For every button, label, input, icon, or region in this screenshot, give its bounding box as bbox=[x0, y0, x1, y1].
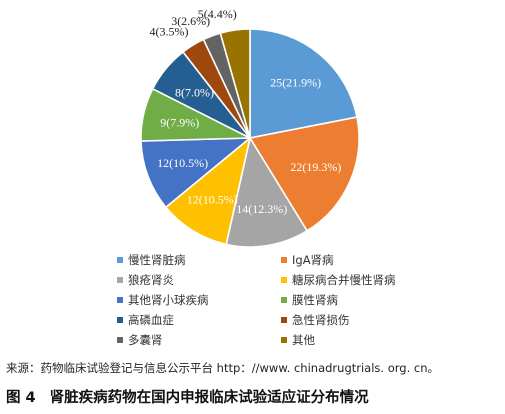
legend-swatch-7 bbox=[117, 317, 123, 323]
legend-swatch-10 bbox=[281, 337, 287, 343]
pie-slice-labels: 25(21.9%)22(19.3%)14(12.3%)12(10.5%)12(1… bbox=[150, 7, 342, 216]
figure-caption: 图 4 肾脏疾病药物在国内申报临床试验适应证分布情况 bbox=[6, 386, 505, 407]
legend-label-6: 膜性肾病 bbox=[292, 293, 338, 307]
legend-swatch-6 bbox=[281, 297, 287, 303]
pie-slice-4 bbox=[164, 135, 252, 246]
slice-label-1: 25(21.9%) bbox=[270, 76, 321, 90]
pie-slice-1 bbox=[249, 28, 358, 139]
legend-swatch-3 bbox=[117, 277, 123, 283]
slice-label-10: 5(4.4%) bbox=[198, 7, 237, 21]
legend-swatch-1 bbox=[117, 257, 123, 263]
pie-slice-5 bbox=[140, 137, 253, 209]
slice-label-9: 3(2.6%) bbox=[171, 14, 210, 28]
source-note: 来源：药物临床试验登记与信息公示平台 http：//www. chinadrug… bbox=[6, 361, 439, 375]
legend-label-2: IgA肾病 bbox=[292, 253, 334, 267]
legend-label-7: 高磷血症 bbox=[128, 313, 174, 327]
slice-label-8: 4(3.5%) bbox=[150, 25, 189, 39]
pie-slice-2 bbox=[248, 116, 360, 232]
slice-label-2: 22(19.3%) bbox=[290, 160, 341, 174]
legend-label-5: 其他肾小球疾病 bbox=[128, 293, 209, 307]
legend-swatch-9 bbox=[117, 337, 123, 343]
figure-title: 肾脏疾病药物在国内申报临床试验适应证分布情况 bbox=[49, 390, 369, 406]
pie-slices bbox=[140, 28, 360, 248]
pie-chart: 25(21.9%)22(19.3%)14(12.3%)12(10.5%)12(1… bbox=[117, 7, 396, 347]
legend-label-3: 狼疮肾炎 bbox=[128, 273, 174, 287]
slice-label-7: 8(7.0%) bbox=[175, 85, 214, 99]
legend-label-10: 其他 bbox=[292, 333, 315, 347]
legend-swatch-2 bbox=[281, 257, 287, 263]
legend-swatch-5 bbox=[117, 297, 123, 303]
legend-label-1: 慢性肾脏病 bbox=[128, 253, 186, 267]
legend-swatch-4 bbox=[281, 277, 287, 283]
slice-label-6: 9(7.9%) bbox=[160, 115, 199, 129]
slice-label-3: 14(12.3%) bbox=[236, 202, 287, 216]
legend-label-8: 急性肾损伤 bbox=[292, 313, 350, 327]
slice-label-4: 12(10.5%) bbox=[187, 192, 238, 206]
pie-slice-3 bbox=[225, 135, 309, 248]
legend-label-4: 糖尿病合并慢性肾病 bbox=[292, 273, 396, 287]
legend-swatch-8 bbox=[281, 317, 287, 323]
slice-label-5: 12(10.5%) bbox=[157, 156, 208, 170]
pie-slice-10 bbox=[219, 28, 251, 139]
legend-label-9: 多囊肾 bbox=[128, 333, 163, 347]
figure-number: 图 4 bbox=[6, 390, 36, 406]
